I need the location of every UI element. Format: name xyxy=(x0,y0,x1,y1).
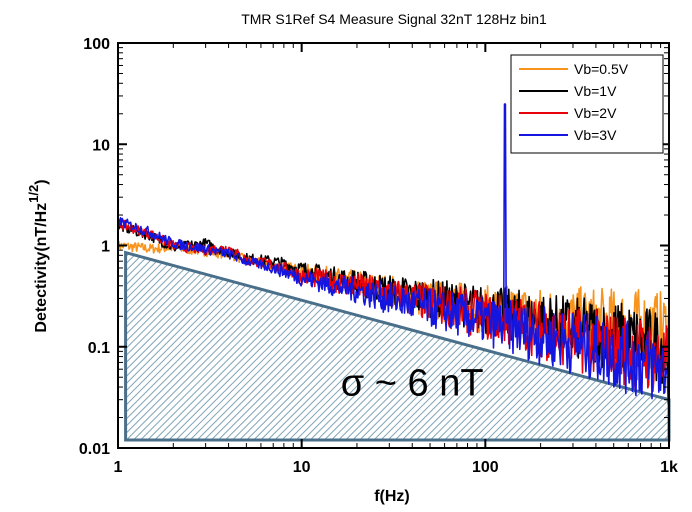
y-tick-label: 0.1 xyxy=(88,340,110,357)
x-tick-label: 1k xyxy=(660,459,678,476)
x-tick-label: 1 xyxy=(114,459,123,476)
y-axis-title: Detectivity(nT/Hz1/2) xyxy=(26,179,50,332)
y-tick-label: 100 xyxy=(83,36,110,53)
y-tick-label: 10 xyxy=(92,137,110,154)
y-tick-label: 0.01 xyxy=(79,441,110,458)
legend-label: Vb=3V xyxy=(574,127,617,143)
chart-title: TMR S1Ref S4 Measure Signal 32nT 128Hz b… xyxy=(241,11,547,27)
series-line-3 xyxy=(118,218,669,393)
legend-label: Vb=1V xyxy=(574,83,617,99)
legend: Vb=0.5V Vb=1V Vb=2V Vb=3V xyxy=(510,54,664,154)
axis-layer: 0.01 0.1 1 10 100 1 10 100 1k xyxy=(79,36,678,476)
legend-box xyxy=(510,54,664,154)
x-tick-label: 100 xyxy=(472,459,499,476)
series-line-4 xyxy=(118,103,669,405)
y-axis-title-superscript: 1/2 xyxy=(26,185,41,203)
y-tick-label: 1 xyxy=(101,239,110,256)
series-layer xyxy=(118,103,669,405)
sigma-annotation: σ ~ 6 nT xyxy=(341,363,484,405)
y-axis-title-text: Detectivity(nT/Hz1/2) xyxy=(26,179,50,332)
x-axis-title: f(Hz) xyxy=(374,488,410,505)
legend-label: Vb=0.5V xyxy=(574,61,629,77)
y-axis-title-main: Detectivity(nT/Hz xyxy=(33,203,50,333)
x-tick-label: 10 xyxy=(293,459,311,476)
series-line-2 xyxy=(118,222,669,385)
legend-label: Vb=2V xyxy=(574,105,617,121)
y-axis-title-close: ) xyxy=(33,179,50,184)
